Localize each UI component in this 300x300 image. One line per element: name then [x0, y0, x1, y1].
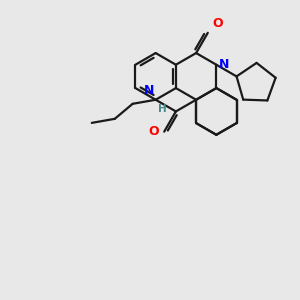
Text: H: H	[158, 104, 167, 114]
Text: N: N	[144, 84, 154, 97]
Text: O: O	[212, 17, 223, 30]
Text: O: O	[148, 125, 158, 138]
Text: N: N	[219, 58, 230, 71]
